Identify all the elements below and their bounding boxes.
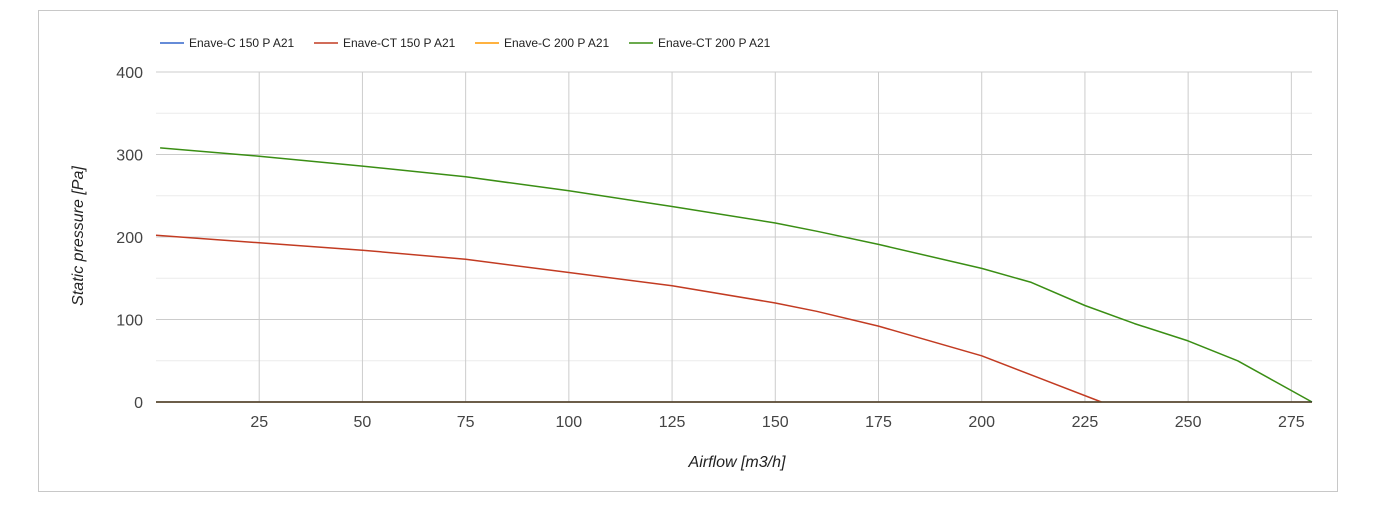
legend[interactable]: Enave-C 150 P A21 Enave-CT 150 P A21 Enave… bbox=[160, 36, 771, 50]
legend-item-4[interactable]: Enave-CT 200 P A21 bbox=[629, 36, 771, 50]
legend-label: Enave-C 150 P A21 bbox=[189, 36, 295, 50]
x-tick-label: 25 bbox=[250, 414, 268, 431]
x-tick-label: 200 bbox=[968, 414, 995, 431]
x-tick-label: 100 bbox=[556, 414, 583, 431]
x-axis-title: Airflow [m3/h] bbox=[688, 454, 786, 471]
legend-label: Enave-CT 150 P A21 bbox=[343, 36, 456, 50]
grid bbox=[156, 71, 1312, 402]
legend-item-2[interactable]: Enave-CT 150 P A21 bbox=[314, 36, 456, 50]
legend-item-1[interactable]: Enave-C 150 P A21 bbox=[160, 36, 295, 50]
x-tick-label: 225 bbox=[1072, 414, 1099, 431]
series-line-2 bbox=[155, 234, 1102, 403]
legend-label: Enave-CT 200 P A21 bbox=[658, 36, 771, 50]
tick-labels: 0 100 200 300 400 25 50 75 100 125 150 175 200 225 250… bbox=[116, 65, 1305, 431]
chart-frame bbox=[38, 10, 1338, 492]
x-tick-label: 275 bbox=[1278, 414, 1305, 431]
x-tick-label: 175 bbox=[865, 414, 892, 431]
legend-item-3[interactable]: Enave-C 200 P A21 bbox=[475, 36, 610, 50]
x-tick-label: 250 bbox=[1175, 414, 1202, 431]
y-tick-label: 400 bbox=[116, 65, 143, 82]
y-tick-label: 200 bbox=[116, 230, 143, 247]
series-lines bbox=[155, 147, 1313, 403]
y-tick-label: 100 bbox=[116, 313, 143, 330]
x-tick-label: 50 bbox=[354, 414, 372, 431]
y-axis-title: Static pressure [Pa] bbox=[70, 166, 87, 306]
y-tick-label: 0 bbox=[134, 395, 143, 412]
x-tick-label: 150 bbox=[762, 414, 789, 431]
x-tick-label: 75 bbox=[457, 414, 475, 431]
y-tick-label: 300 bbox=[116, 148, 143, 165]
legend-label: Enave-C 200 P A21 bbox=[504, 36, 610, 50]
series-line-4 bbox=[160, 147, 1313, 403]
x-tick-label: 125 bbox=[659, 414, 686, 431]
